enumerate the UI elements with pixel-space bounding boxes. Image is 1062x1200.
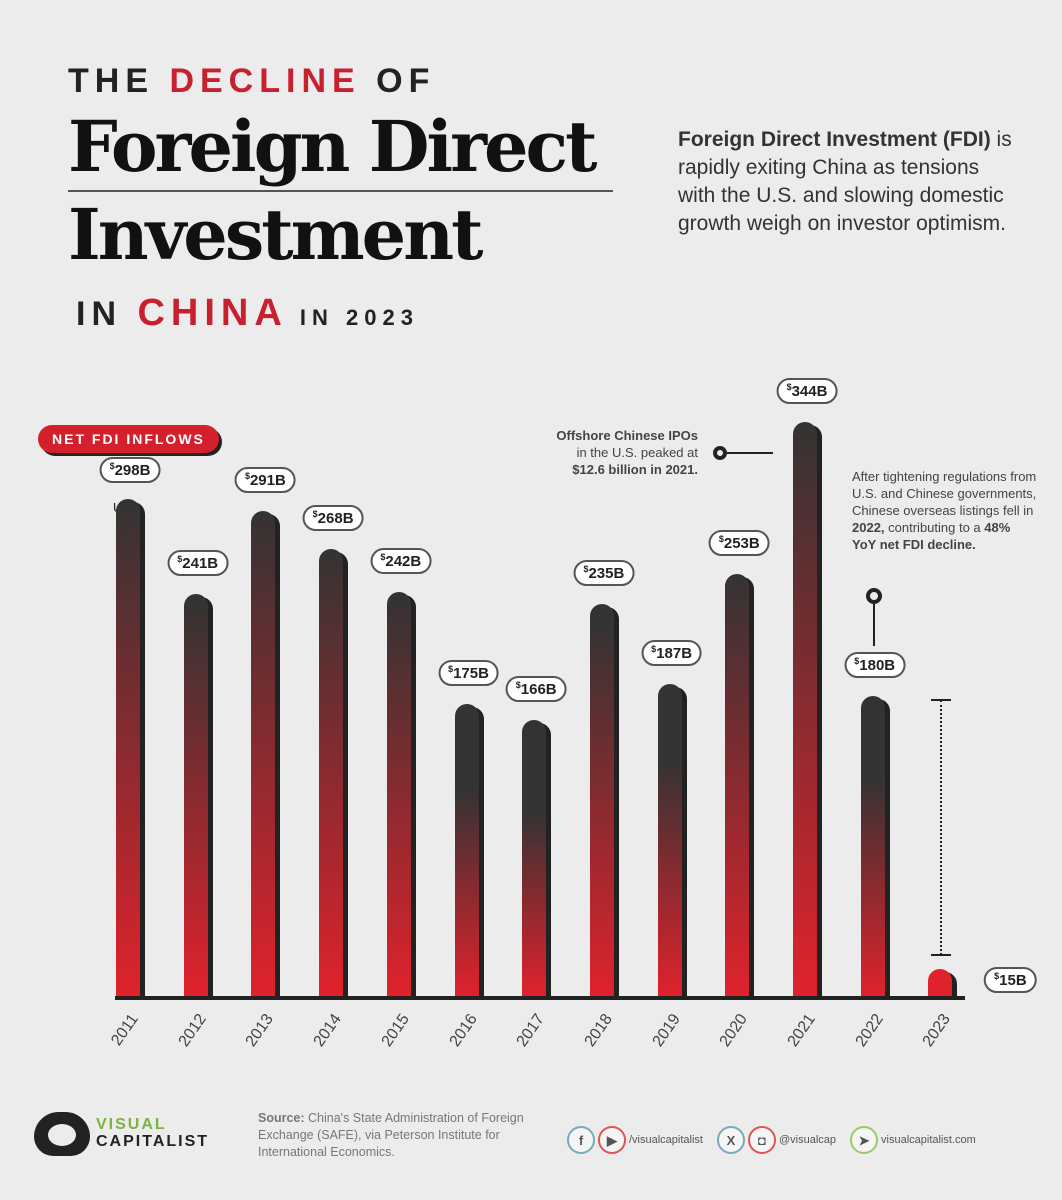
bar-2017 [522,719,547,997]
year-label: 2019 [649,1011,684,1050]
value-label: $344B [776,378,838,404]
bar-2020 [725,574,750,997]
bar-chart: $298B 2011 $241B 2012 $291B 2013 $268B 2014 $242… [99,378,1037,1050]
bar-2018 [589,604,614,997]
cursor-icon[interactable]: ➤ [850,1126,879,1154]
bar-2019 [657,684,682,997]
decline-annotation: After tightening regulations from U.S. a… [852,469,1037,552]
handle-visualcap[interactable]: @visualcap [778,1133,837,1146]
kicker-top: THE DECLINE OF [68,62,436,100]
x-icon[interactable]: X [716,1126,745,1154]
bar-2015 [386,592,411,997]
year-label: 2021 [784,1011,819,1050]
drop-cap-bottom [931,954,951,956]
value-label: $242B [370,548,432,575]
social-links: f ▶ /visualcapitalist X ◘ @visualcap ➤ v… [567,1126,976,1154]
value-label: $166B [505,675,567,702]
bar-2012 [183,594,208,997]
value-label: $298B [99,456,161,483]
facebook-icon[interactable]: f [567,1126,595,1154]
drop-cap-top [931,699,951,701]
year-label: 2012 [175,1011,210,1050]
year-label: 2016 [446,1011,481,1050]
year-label: 2022 [852,1011,887,1050]
year-label: 2023 [919,1011,955,1050]
net-fdi-tag: NET FDI INFLOWS [38,425,219,453]
bar-2013 [251,510,276,997]
instagram-icon[interactable]: ◘ [747,1126,776,1154]
kicker-bottom: IN CHINA IN 2023 [76,292,419,334]
ipo-connector [727,452,773,454]
value-label: $253B [708,530,770,557]
year-label: 2018 [581,1011,616,1050]
value-label: $241B [167,550,229,577]
intro-text: Foreign Direct Investment (FDI) is rapid… [678,128,1012,235]
value-label: $15B [984,967,1037,993]
year-label: 2017 [513,1011,549,1050]
decline-marker-icon [866,588,882,604]
bar-2016 [454,704,479,997]
value-label: $291B [234,466,296,493]
title-line2: Investment [68,193,483,276]
decline-connector [873,604,875,646]
value-label: $187B [641,640,703,667]
value-label: $268B [302,505,364,532]
bar-2021 [793,422,817,997]
drop-indicator [940,700,942,955]
handle-visualcapitalist[interactable]: /visualcapitalist [629,1133,703,1146]
brand-name: VISUAL CAPITALIST [96,1116,210,1150]
year-label: 2013 [242,1011,278,1050]
bar-2023 [928,969,953,997]
divider [68,190,613,192]
value-label: $175B [438,660,499,687]
x-axis [115,996,965,1000]
value-label: $180B [844,652,906,679]
ipo-annotation: Offshore Chinese IPOs in the U.S. peaked … [556,428,698,477]
bar-2014 [319,549,344,997]
year-label: 2015 [378,1011,413,1050]
value-label: $235B [573,560,635,587]
source-text: Source: China's State Administration of … [258,1111,524,1159]
visual-capitalist-logo-icon [34,1112,90,1156]
year-label: 2014 [310,1011,346,1050]
bar-2022 [860,696,885,997]
website-link[interactable]: visualcapitalist.com [881,1133,976,1146]
ipo-marker-icon [713,446,727,460]
year-label: 2020 [716,1011,752,1050]
youtube-icon[interactable]: ▶ [598,1126,626,1154]
year-label: 2011 [108,1011,142,1049]
title-line1: Foreign Direct [68,105,597,188]
bar-2011 [116,498,140,997]
